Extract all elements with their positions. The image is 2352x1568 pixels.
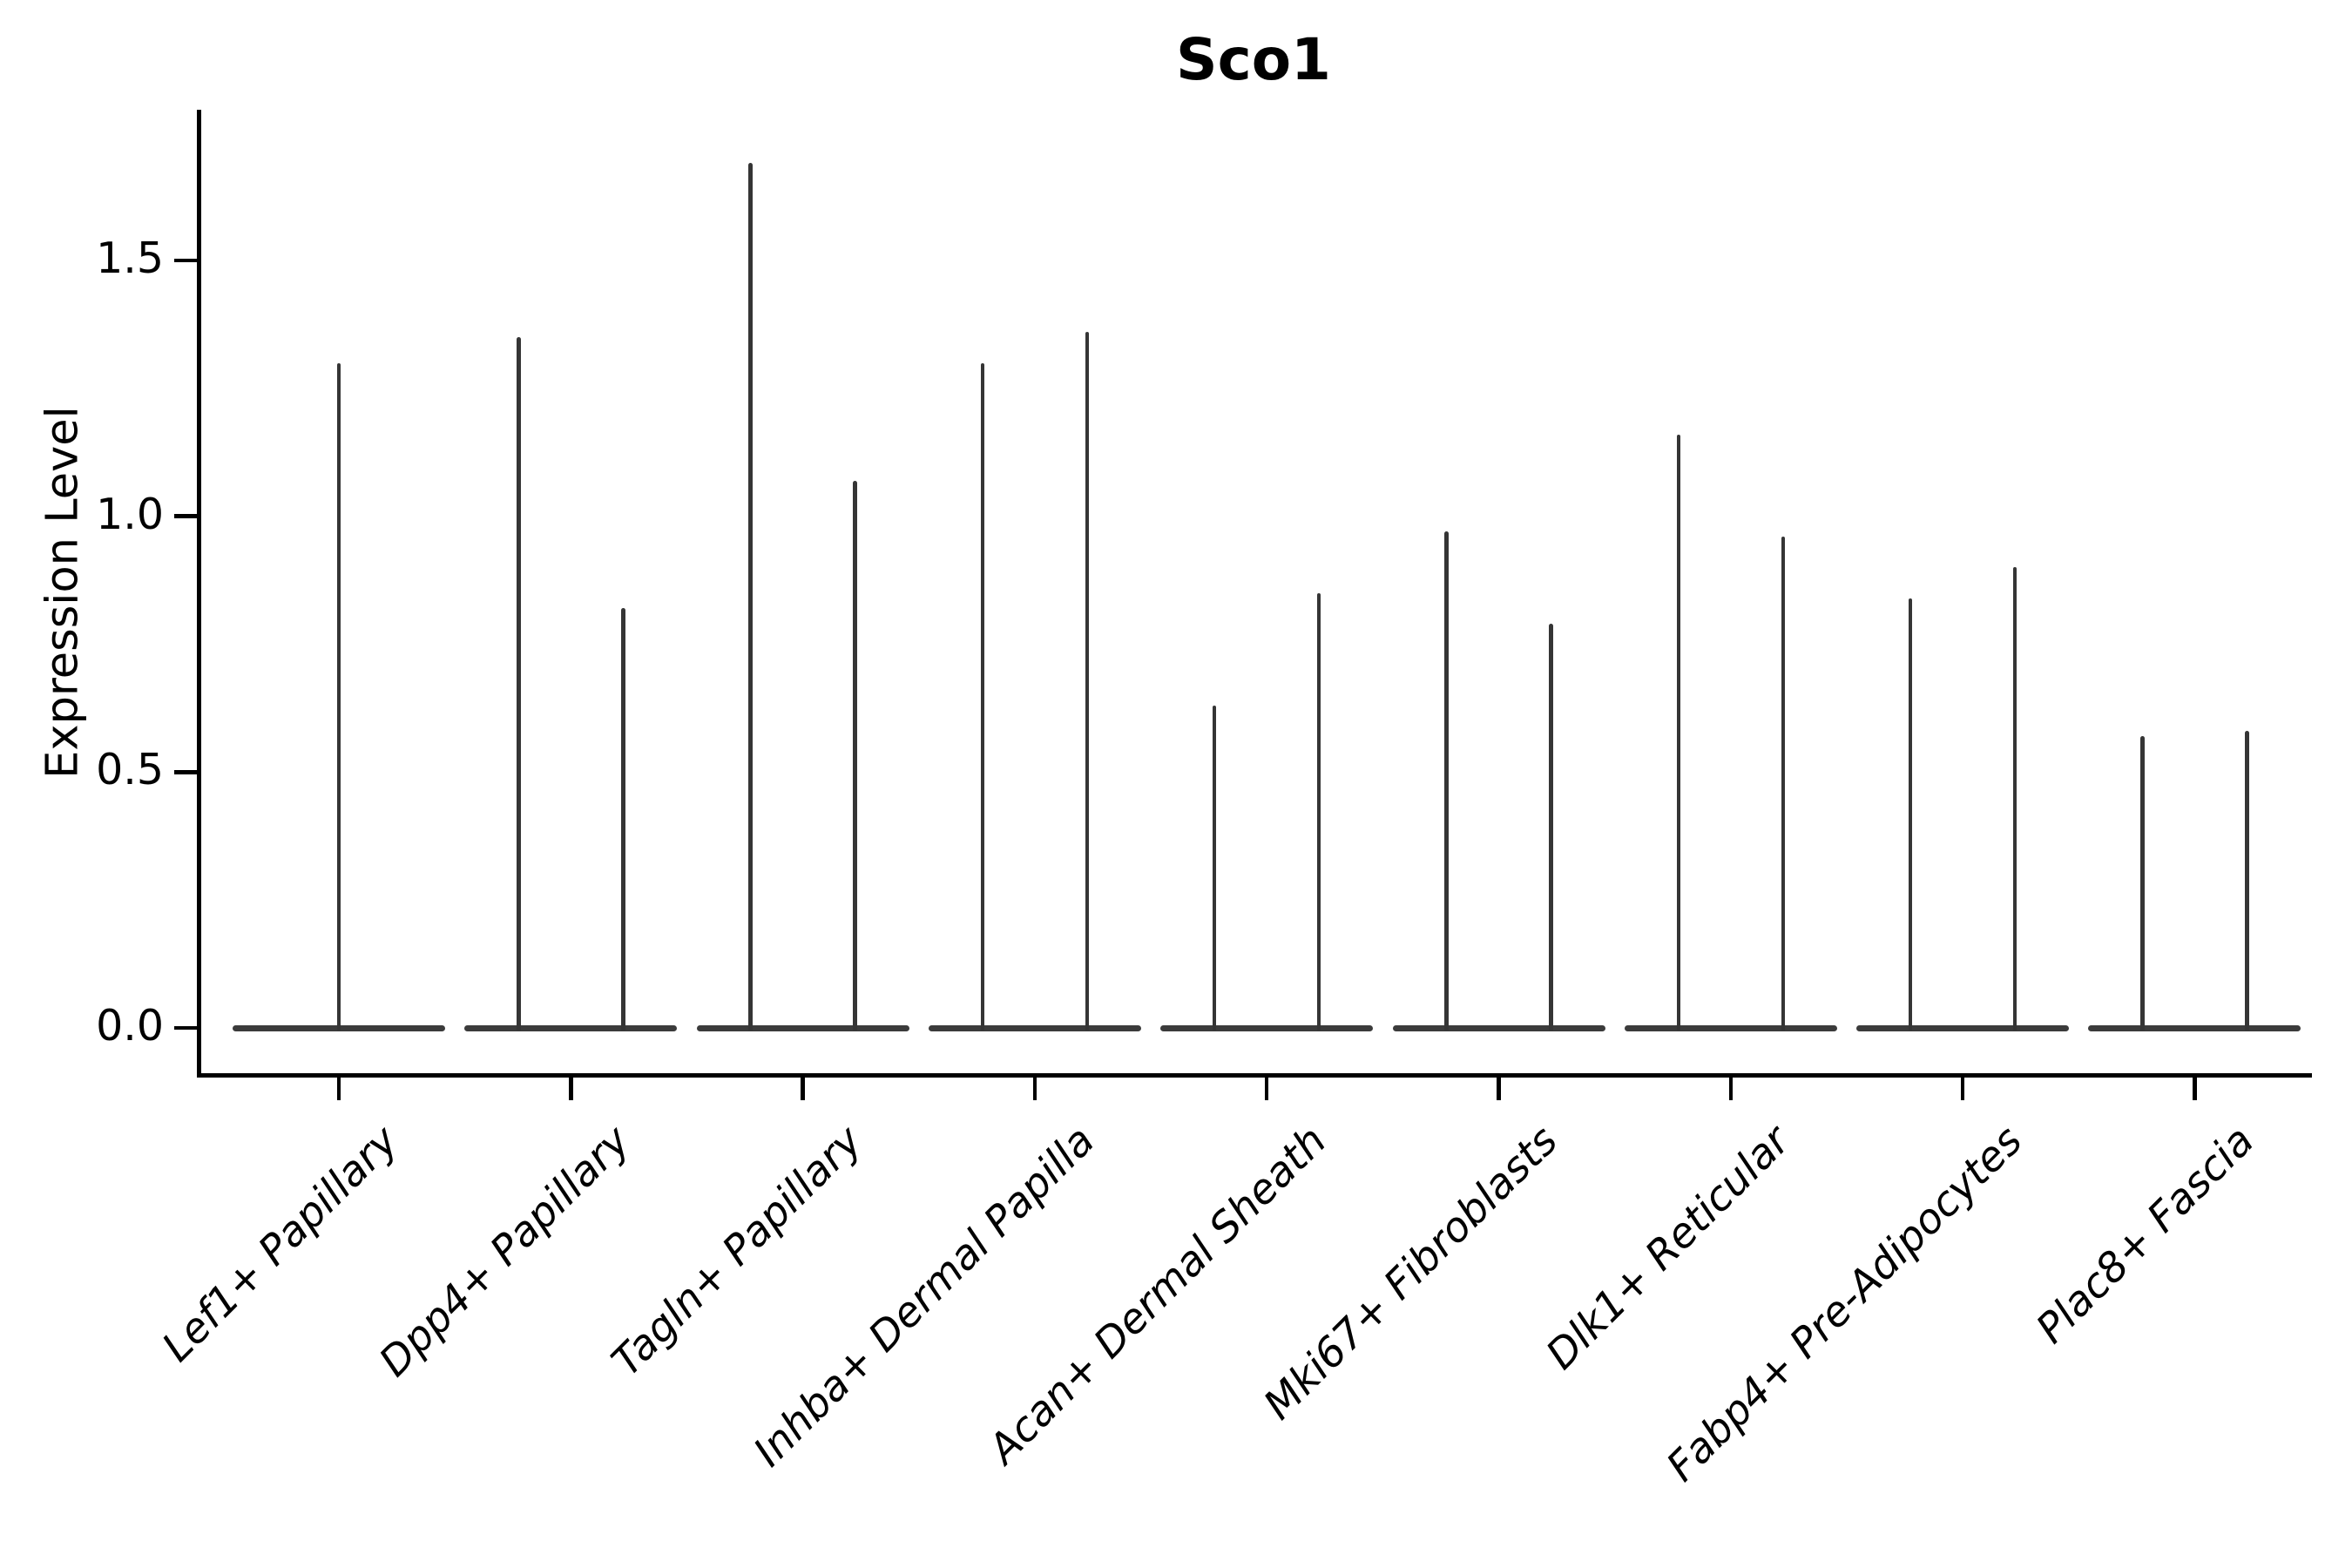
violin-baseline (1392, 1024, 1605, 1031)
violin-spike (1085, 332, 1090, 1031)
violin-spike (621, 608, 625, 1031)
violin-baseline (1160, 1024, 1374, 1031)
violin-spike (980, 362, 985, 1031)
x-tick (801, 1078, 805, 1100)
y-axis-spine (197, 110, 201, 1078)
y-tick (174, 258, 197, 263)
chart-title: Sco1 (1176, 26, 1331, 93)
x-axis-spine (197, 1073, 2312, 1078)
violin-spike (1908, 598, 1913, 1031)
x-tick-label: Plac8+ Fascia (2027, 1117, 2264, 1354)
violin-baseline (696, 1024, 909, 1031)
y-tick (174, 514, 197, 518)
y-tick-label: 1.5 (96, 233, 164, 284)
violin-spike (1549, 624, 1553, 1031)
x-tick (1032, 1078, 1037, 1100)
y-tick-label: 0.0 (96, 1001, 164, 1051)
violin-spike (2245, 731, 2249, 1031)
x-tick-label: Dlk1+ Reticular (1537, 1117, 1800, 1379)
x-tick (569, 1078, 573, 1100)
x-tick-label: Lef1+ Papillary (152, 1117, 408, 1372)
violin-spike (1212, 706, 1217, 1031)
y-tick (174, 1025, 197, 1031)
violin-spike (1316, 592, 1321, 1031)
violin-spike (2012, 567, 2017, 1031)
y-tick (174, 770, 197, 774)
violin-spike (517, 337, 521, 1031)
violin-baseline (464, 1024, 678, 1031)
violin-spike (853, 480, 857, 1031)
x-tick (1497, 1078, 1501, 1100)
x-tick (2193, 1078, 2197, 1100)
x-tick (1264, 1078, 1269, 1100)
y-tick-label: 1.0 (96, 489, 164, 539)
x-tick (336, 1078, 341, 1100)
violin-spike (1781, 537, 1786, 1031)
y-tick-label: 0.5 (96, 745, 164, 795)
x-tick (1728, 1078, 1734, 1100)
x-tick-label: Tagln+ Papillary (602, 1117, 872, 1386)
violin-spike (748, 163, 753, 1031)
violin-baseline (2088, 1024, 2301, 1031)
y-axis-label: Expression Level (37, 406, 89, 779)
violin-baseline (1624, 1024, 1837, 1031)
violin-spike (1676, 434, 1681, 1031)
violin-spike (2140, 736, 2145, 1031)
violin-baseline (1856, 1024, 2070, 1031)
violin-baseline (928, 1024, 1141, 1031)
violin-spike (1444, 531, 1449, 1031)
violin-spike (336, 362, 341, 1031)
x-tick-label: Dpp4+ Papillary (370, 1117, 640, 1387)
x-tick (1960, 1078, 1965, 1100)
